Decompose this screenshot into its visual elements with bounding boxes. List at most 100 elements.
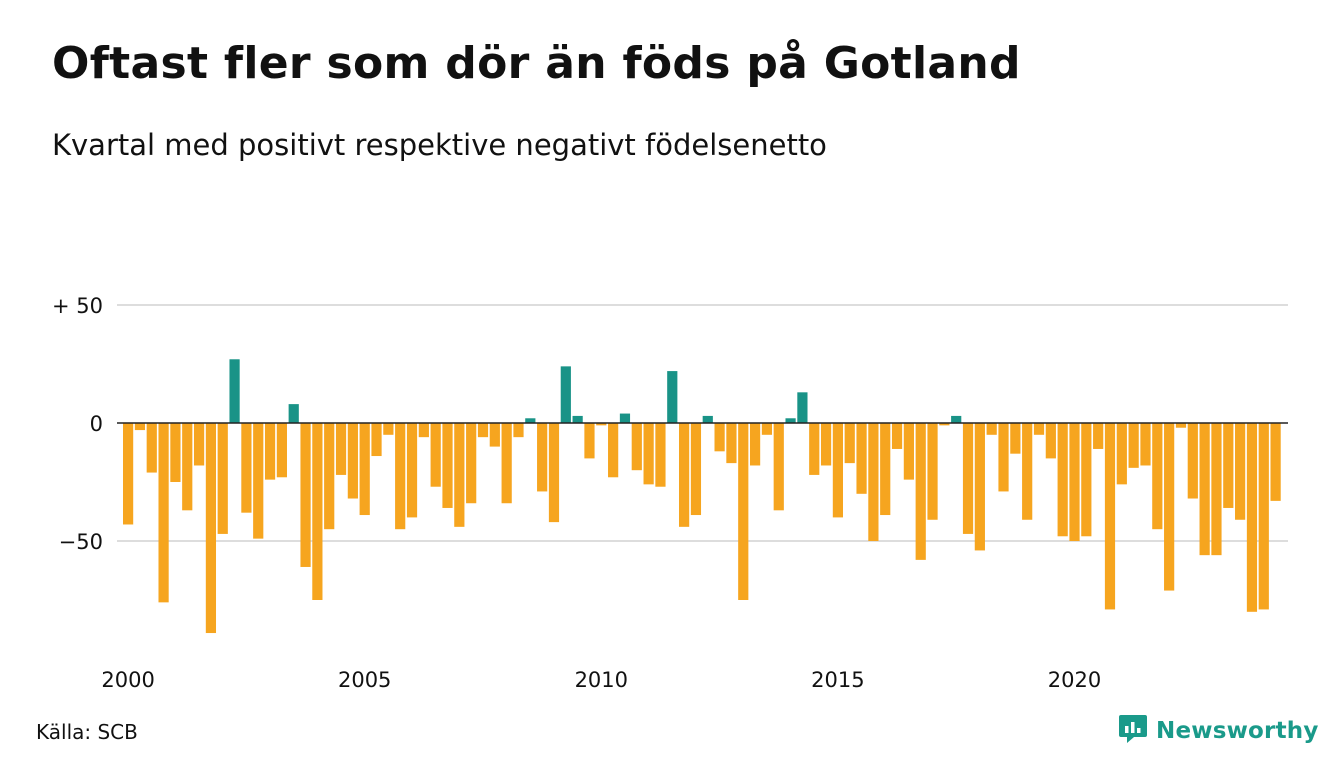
- bar: [288, 404, 299, 423]
- bar: [667, 371, 678, 423]
- x-tick-label: 2000: [101, 668, 154, 692]
- bar: [608, 423, 619, 478]
- bar: [832, 423, 843, 518]
- bars: [123, 359, 1281, 634]
- bar: [134, 423, 146, 431]
- y-tick-label: 0: [90, 412, 103, 436]
- brand-name: Newsworthy: [1156, 718, 1319, 744]
- bar: [962, 423, 974, 534]
- bar: [1270, 423, 1281, 501]
- bar: [951, 415, 962, 423]
- bar-chart: + 50 0 −50 2000 2005 2010 2015 2020: [52, 294, 1288, 692]
- bar: [548, 423, 560, 523]
- source-note: Källa: SCB: [36, 720, 138, 744]
- x-tick-label: 2010: [575, 668, 628, 692]
- bar: [335, 423, 347, 475]
- bar: [939, 423, 950, 426]
- bar: [785, 418, 796, 423]
- x-axis-ticks: 2000 2005 2010 2015 2020: [101, 668, 1101, 692]
- bar: [241, 423, 252, 513]
- bar: [170, 423, 181, 482]
- bar: [276, 423, 287, 478]
- bar: [454, 423, 465, 527]
- bar: [998, 423, 1009, 492]
- bar: [182, 423, 193, 511]
- bar: [702, 415, 713, 423]
- x-tick-label: 2020: [1048, 668, 1101, 692]
- bar: [572, 415, 583, 423]
- bar: [655, 423, 666, 487]
- bar: [123, 423, 134, 525]
- bar: [1104, 423, 1116, 610]
- bar: [1175, 423, 1187, 428]
- bar: [1223, 423, 1234, 508]
- bar: [797, 392, 808, 423]
- bar: [205, 423, 217, 634]
- bar: [525, 418, 536, 423]
- bar: [631, 423, 642, 471]
- bar: [312, 423, 323, 600]
- bar: [537, 423, 548, 492]
- bar: [383, 423, 394, 435]
- bar: [1211, 423, 1222, 556]
- bar: [146, 423, 157, 473]
- bar: [868, 423, 879, 541]
- bar: [253, 423, 264, 539]
- bar: [1081, 423, 1092, 537]
- bar: [927, 423, 938, 520]
- bar: [773, 423, 784, 511]
- bar: [891, 423, 903, 449]
- y-axis-ticks: + 50 0 −50: [52, 294, 103, 554]
- bar: [584, 423, 595, 459]
- chart-subtitle: Kvartal med positivt respektive negativt…: [52, 128, 827, 162]
- bar: [300, 423, 311, 567]
- bar: [1246, 423, 1258, 612]
- bar: [1045, 423, 1056, 459]
- bar: [1258, 423, 1269, 610]
- bar: [986, 423, 997, 435]
- x-tick-label: 2015: [811, 668, 864, 692]
- gridlines: [117, 304, 1288, 542]
- bar: [371, 423, 382, 457]
- bar: [880, 423, 891, 516]
- bar: [643, 423, 654, 485]
- bar: [193, 423, 205, 466]
- bar: [726, 423, 737, 464]
- bar: [264, 423, 276, 480]
- bar: [477, 423, 489, 438]
- bar: [809, 423, 820, 475]
- bar: [820, 423, 832, 466]
- bar: [1033, 423, 1045, 435]
- bar: [1140, 423, 1151, 466]
- bar: [1199, 423, 1210, 556]
- bar: [1093, 423, 1104, 449]
- bar: [513, 423, 524, 438]
- bar: [560, 366, 571, 423]
- bar: [359, 423, 370, 516]
- bar: [430, 423, 441, 487]
- bar: [158, 423, 169, 603]
- bar: [690, 423, 702, 516]
- bar: [217, 423, 228, 534]
- bar: [856, 423, 867, 494]
- bar: [324, 423, 335, 530]
- bar: [903, 423, 914, 480]
- bar: [1164, 423, 1175, 591]
- bar: [489, 423, 500, 447]
- brand[interactable]: Newsworthy: [1118, 713, 1319, 749]
- bar: [915, 423, 926, 560]
- bar: [442, 423, 453, 508]
- y-tick-label: −50: [59, 530, 103, 554]
- bar: [749, 423, 761, 466]
- bar: [679, 423, 690, 527]
- bar: [1152, 423, 1163, 530]
- y-tick-label: + 50: [52, 294, 103, 318]
- bar: [1116, 423, 1127, 485]
- bar: [466, 423, 477, 504]
- x-tick-label: 2005: [338, 668, 391, 692]
- bar: [229, 359, 240, 423]
- bar: [406, 423, 418, 518]
- bar: [1128, 423, 1139, 468]
- bar: [1022, 423, 1033, 520]
- bar: [1187, 423, 1198, 499]
